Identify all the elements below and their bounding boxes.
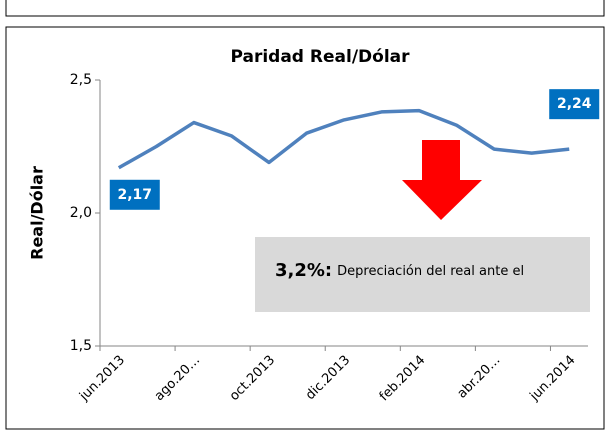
data-label-box: [109, 179, 160, 210]
top-frame: [5, 0, 605, 17]
chart-title: Paridad Real/Dólar: [230, 47, 410, 67]
annotation: 3,2%: Depreciación del real ante el: [275, 260, 524, 281]
down-arrow: [402, 140, 482, 220]
chart-frame: [5, 26, 605, 430]
data-label: 2,24: [557, 96, 592, 112]
line: [117, 108, 570, 170]
y-tick-label: 2,0: [70, 205, 92, 221]
y-tick-label: 2,5: [70, 72, 92, 88]
y-axis-label: Real/Dólar: [28, 166, 47, 260]
annotation-box: [255, 237, 590, 312]
y-tick-label: 1,5: [70, 338, 92, 354]
data-label: 2,17: [117, 187, 152, 203]
data-label-box: [549, 89, 600, 120]
